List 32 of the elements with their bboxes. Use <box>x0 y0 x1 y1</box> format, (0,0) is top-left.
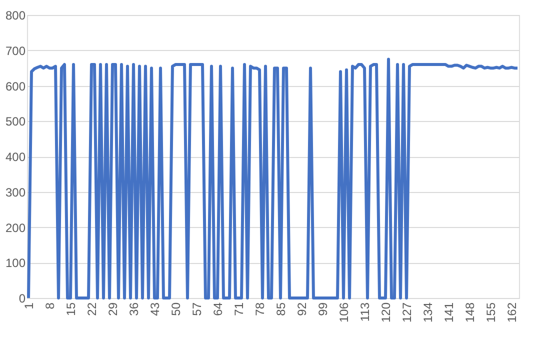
x-tick-label: 141 <box>442 302 456 323</box>
y-tick-label: 600 <box>5 79 26 94</box>
x-tick-label: 155 <box>484 302 498 323</box>
x-tick-label: 92 <box>295 302 309 316</box>
y-tick-label: 100 <box>5 256 26 270</box>
y-tick-label: 300 <box>5 185 26 200</box>
x-tick-label: 148 <box>463 302 477 323</box>
y-tick-label: 700 <box>5 44 26 58</box>
x-tick-label: 99 <box>316 302 330 316</box>
x-tick-label: 50 <box>169 302 183 316</box>
x-tick-label: 64 <box>211 302 225 316</box>
x-tick-label: 127 <box>400 302 414 323</box>
x-tick-label: 43 <box>148 302 162 316</box>
x-tick-label: 134 <box>421 302 435 323</box>
y-tick-label: 800 <box>5 8 26 22</box>
line-series <box>27 58 519 300</box>
x-tick-label: 15 <box>64 302 78 316</box>
x-tick-label: 8 <box>43 302 57 310</box>
y-tick-label: 400 <box>5 150 26 164</box>
y-tick-label: 200 <box>5 220 26 235</box>
x-tick-label: 57 <box>190 302 204 316</box>
x-tick-label: 120 <box>379 302 393 323</box>
x-tick-label: 78 <box>253 302 267 316</box>
x-tick-label: 113 <box>358 302 372 322</box>
x-tick-label: 22 <box>85 302 99 316</box>
x-tick-label: 106 <box>337 302 351 323</box>
x-tick-label: 36 <box>127 302 141 316</box>
x-tick-label: 162 <box>505 302 519 323</box>
y-tick-label: 500 <box>5 114 26 129</box>
x-tick-label: 85 <box>274 302 288 316</box>
x-tick-label: 71 <box>232 302 246 316</box>
x-tick-label: 29 <box>106 302 120 316</box>
